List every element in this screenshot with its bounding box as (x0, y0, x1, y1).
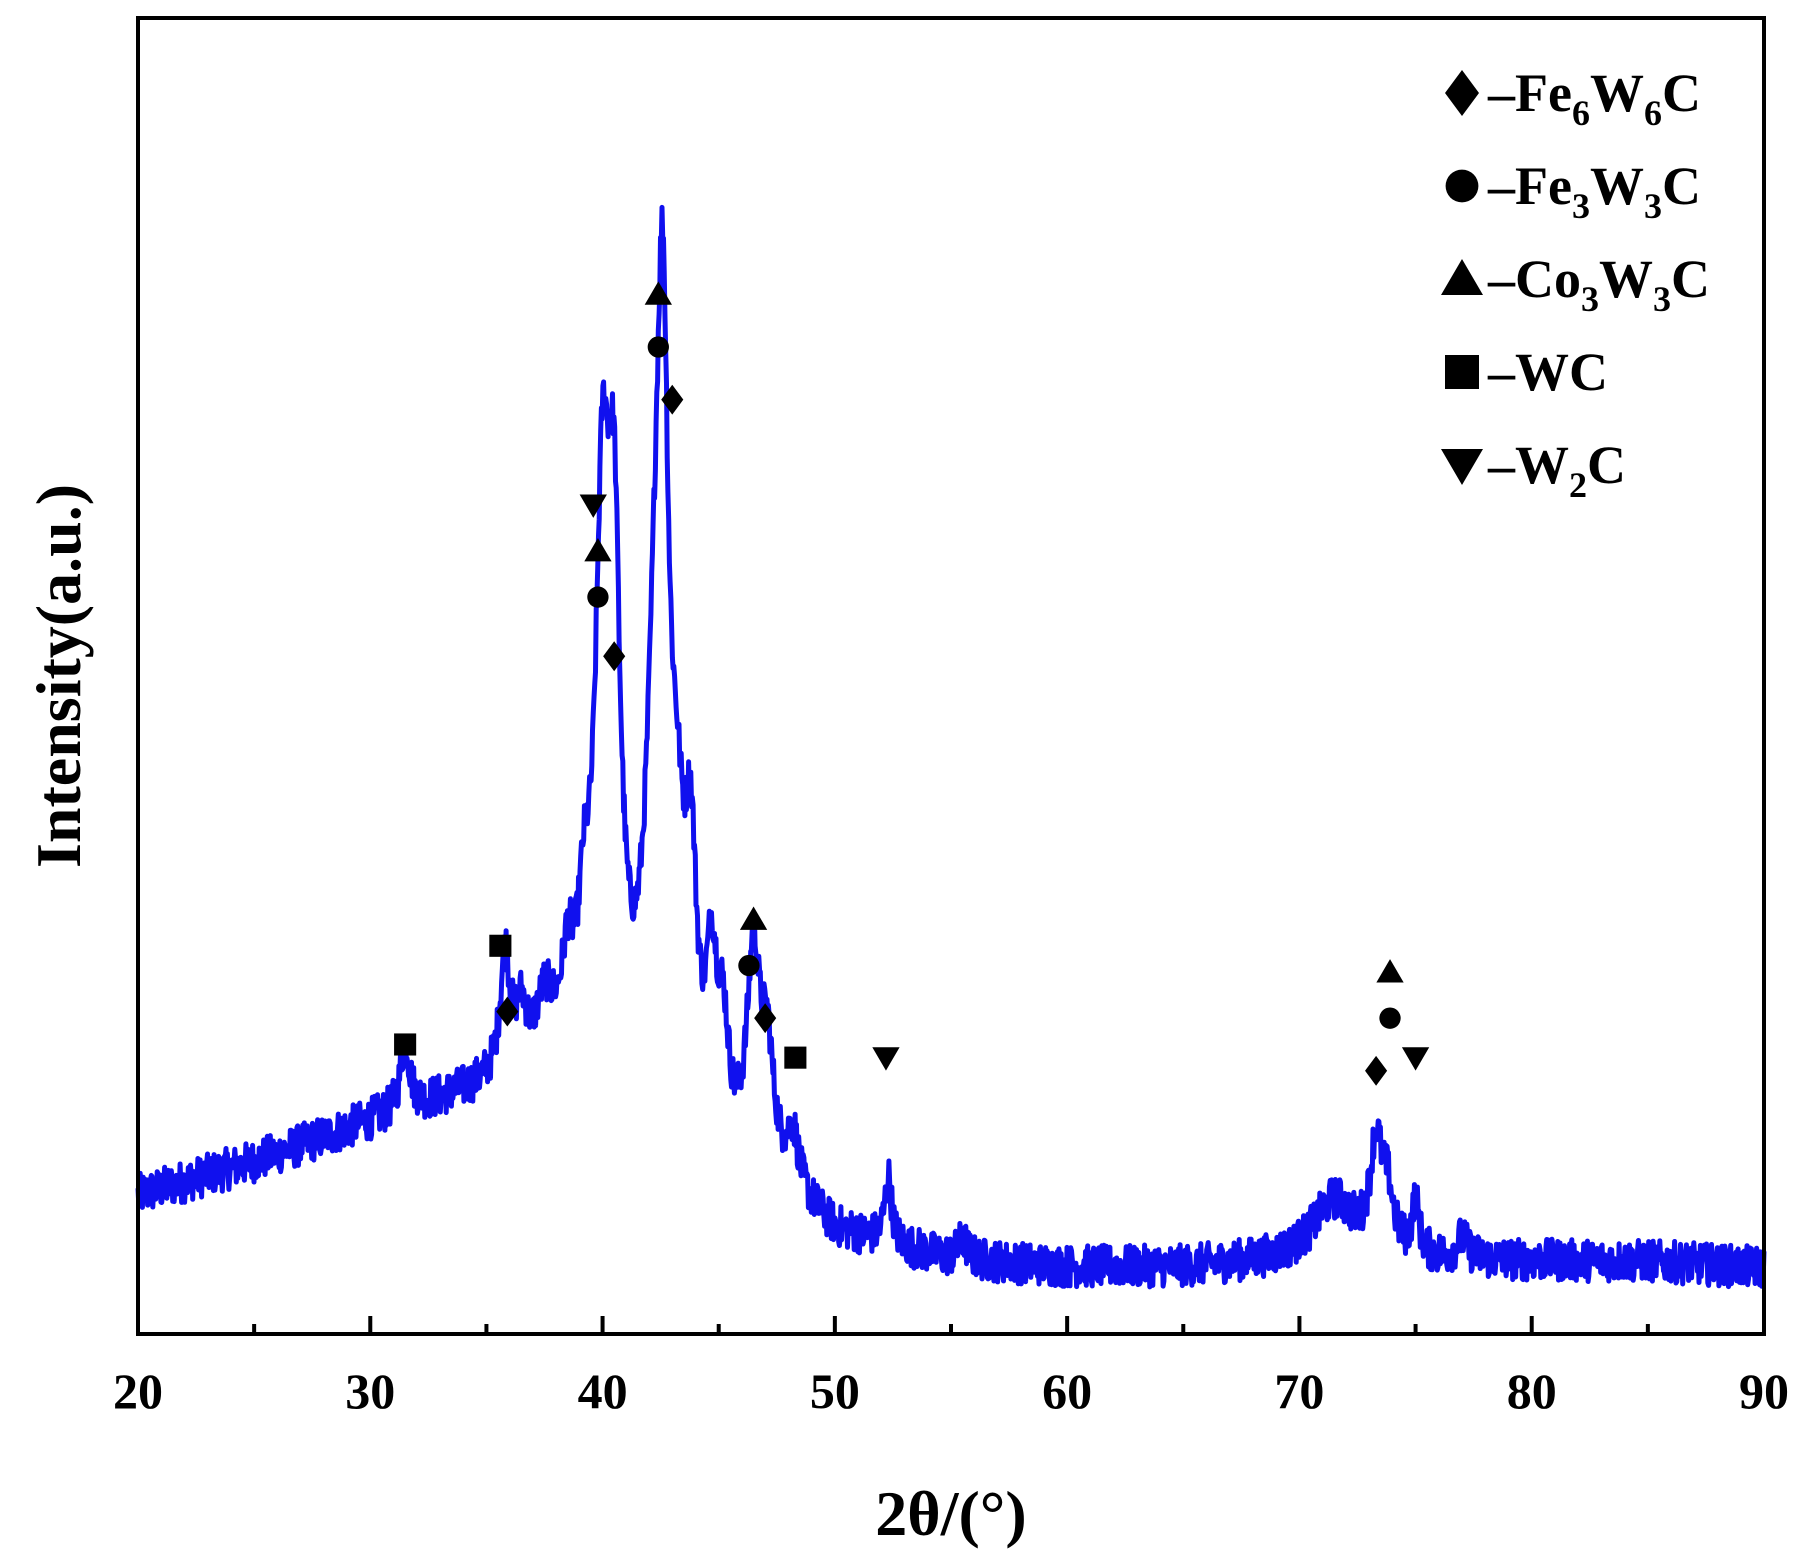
peak-marker-diamond (754, 1003, 777, 1034)
legend-marker-triangle (1441, 259, 1483, 295)
legend-marker-square (1445, 355, 1479, 389)
curve-layer (135, 204, 1767, 1290)
legend-entry: –Fe3W3C (1445, 156, 1701, 226)
y-axis-label: Intensity(a.u.) (23, 484, 94, 868)
xrd-pattern-line (135, 204, 1767, 1290)
peak-marker-triangle (1376, 959, 1404, 983)
x-axis-ticks: 20 30 40 50 60 70 80 90 (113, 1316, 1789, 1419)
x-tick-label: 40 (578, 1363, 628, 1419)
peak-marker-circle (587, 586, 609, 608)
legend-entry: –Fe6W6C (1445, 63, 1701, 133)
peak-marker-circle (647, 336, 669, 358)
legend-marker-circle (1445, 169, 1479, 203)
legend-entry: –WC (1445, 342, 1608, 402)
x-tick-label: 90 (1739, 1363, 1789, 1419)
x-axis-label: 2θ/(°) (875, 1478, 1026, 1549)
legend-label: –Fe6W6C (1487, 63, 1701, 133)
peak-marker-circle (738, 954, 760, 977)
legend-entry: –W2C (1441, 435, 1626, 505)
peak-marker-triangle (584, 537, 612, 562)
legend-label: –W2C (1487, 435, 1626, 505)
peak-marker-diamond (496, 996, 519, 1027)
peak-marker-triangle (739, 906, 768, 930)
legend-label: –Fe3W3C (1487, 156, 1701, 226)
peak-marker-triangle (644, 281, 672, 305)
legend: –Fe6W6C –Fe3W3C –Co3W3C –WC –W2C (1441, 63, 1710, 505)
legend-entry: –Co3W3C (1441, 249, 1710, 319)
peak-marker-diamond (661, 384, 684, 415)
peak-marker-diamond (1365, 1055, 1388, 1086)
peak-marker-diamond (603, 641, 626, 672)
x-tick-label: 70 (1274, 1363, 1324, 1419)
peak-marker-square (489, 934, 512, 957)
legend-label: –WC (1487, 342, 1608, 402)
peak-annotations (394, 281, 1430, 1086)
peak-marker-triangle-down (579, 494, 607, 518)
peak-marker-triangle-down (872, 1047, 900, 1071)
peak-marker-square (394, 1033, 417, 1056)
peak-marker-triangle-down (1401, 1047, 1430, 1071)
x-tick-label: 30 (345, 1363, 395, 1419)
x-tick-label: 60 (1042, 1363, 1092, 1419)
x-tick-label: 80 (1507, 1363, 1557, 1419)
x-tick-label: 50 (810, 1363, 860, 1419)
legend-label: –Co3W3C (1487, 249, 1710, 319)
x-tick-label: 20 (113, 1363, 163, 1419)
legend-marker-diamond (1445, 70, 1479, 116)
legend-marker-triangle-down (1441, 449, 1483, 485)
peak-marker-circle (1379, 1007, 1401, 1029)
peak-marker-square (784, 1046, 807, 1069)
